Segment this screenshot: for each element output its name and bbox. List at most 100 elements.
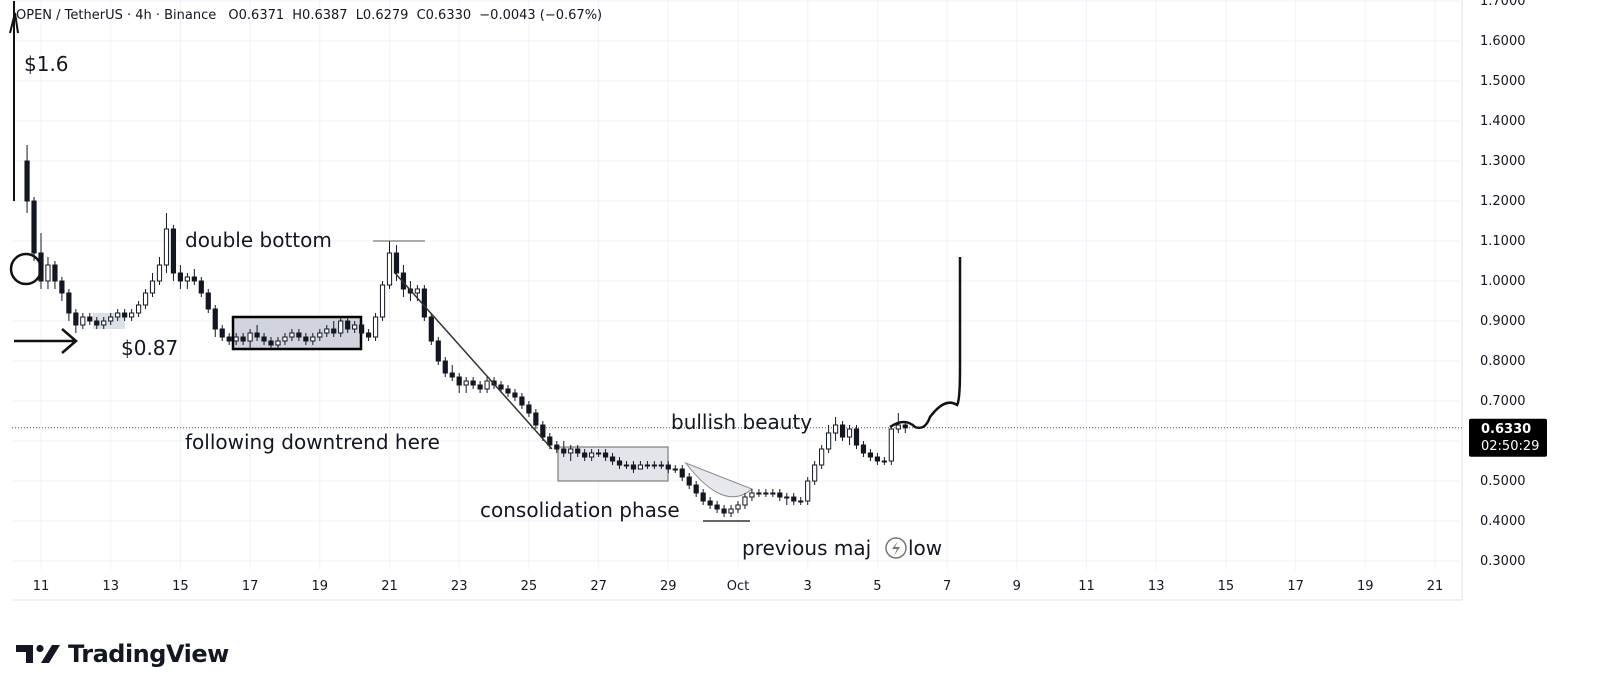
- price-tick-label: 1.6000: [1480, 34, 1526, 49]
- candle-body: [707, 500, 713, 506]
- candle-body: [554, 444, 560, 450]
- candle-body: [547, 436, 553, 446]
- up-arrowhead: [9, 12, 19, 34]
- candle-body: [777, 492, 783, 498]
- drawings-back: [93, 313, 753, 498]
- candle-body: [505, 388, 511, 394]
- brand-footer[interactable]: TradingView: [16, 640, 229, 668]
- time-tick-label: 29: [660, 579, 677, 594]
- candle-body: [359, 324, 365, 334]
- price-tick-label: 0.5000: [1480, 474, 1526, 489]
- candle-body: [763, 492, 769, 495]
- candle-body: [303, 336, 309, 342]
- candle-body: [372, 316, 379, 338]
- candle-body: [826, 432, 832, 450]
- candle-body: [261, 336, 267, 342]
- time-tick-label: 7: [943, 579, 951, 594]
- candle-body: [135, 304, 142, 314]
- time-tick-label: 13: [102, 579, 119, 594]
- time-tick-label: 27: [590, 579, 607, 594]
- price-badge-bg: [1469, 418, 1547, 457]
- candle-body: [658, 464, 664, 467]
- candle-body: [561, 448, 567, 454]
- candle-body: [846, 428, 853, 438]
- time-axis[interactable]: 11 13 15 17 19 21 23 25 27 29 Oct 3 5 7 9 11 13 15 17 19 21: [33, 579, 1444, 594]
- candle-body: [101, 320, 107, 326]
- downtrend-line: [394, 272, 553, 450]
- price-tick-label: 1.7000: [1480, 0, 1526, 9]
- candle-body: [310, 336, 316, 342]
- candle-body: [345, 320, 351, 330]
- candle-body: [735, 504, 741, 510]
- candle-body: [393, 252, 400, 274]
- candle-body: [226, 336, 232, 342]
- time-tick-label: 15: [1218, 579, 1235, 594]
- price-tick-label: 1.1000: [1480, 234, 1526, 249]
- annotation-text: $1.6: [24, 52, 69, 76]
- ohlc-high: H0.6387: [292, 8, 348, 23]
- candle-body: [282, 336, 288, 342]
- support-arrow: [14, 328, 78, 354]
- last-price-badge: 0.6330 02:50:29: [1469, 418, 1547, 457]
- time-tick-label: Oct: [727, 579, 749, 594]
- candle-body: [798, 500, 804, 503]
- candle-body: [428, 316, 434, 342]
- candle-body: [470, 380, 476, 386]
- price-tick-label: 0.8000: [1480, 354, 1526, 369]
- price-axis[interactable]: 0.30000.40000.50000.60000.70000.80000.90…: [1480, 0, 1526, 569]
- candle-body: [80, 316, 86, 326]
- candle-body: [888, 428, 894, 462]
- time-tick-label: 21: [1427, 579, 1444, 594]
- candle-body: [693, 484, 699, 494]
- candle-body: [867, 452, 874, 458]
- candle-body: [87, 316, 93, 322]
- candle-body: [463, 380, 469, 386]
- time-tick-label: 15: [172, 579, 189, 594]
- candle-body: [324, 328, 330, 334]
- price-tick-label: 1.5000: [1480, 74, 1526, 89]
- candle-body: [596, 452, 602, 455]
- candle-body: [540, 424, 546, 438]
- candle-body: [442, 360, 448, 374]
- annotation-text: consolidation phase: [480, 498, 680, 522]
- price-tick-label: 0.7000: [1480, 394, 1526, 409]
- candle-body: [254, 332, 260, 338]
- time-tick-label: 17: [242, 579, 259, 594]
- candle-body: [338, 320, 344, 334]
- candle-body: [122, 312, 128, 318]
- ohlc-low: L0.6279: [355, 8, 409, 23]
- candle-body: [456, 376, 462, 386]
- candle-body: [651, 464, 657, 467]
- price-tick-label: 0.9000: [1480, 314, 1526, 329]
- time-tick-label: 25: [521, 579, 538, 594]
- candle-body: [45, 264, 51, 282]
- candle-body: [115, 312, 121, 318]
- price-tick-label: 1.4000: [1480, 114, 1526, 129]
- candle-body: [672, 468, 678, 471]
- price-tick-label: 0.3000: [1480, 554, 1526, 569]
- price-tick-label: 1.0000: [1480, 274, 1526, 289]
- candle-body: [108, 316, 114, 322]
- candle-body: [414, 288, 420, 294]
- candle-body: [623, 464, 630, 467]
- candle-body: [149, 280, 156, 294]
- time-tick-label: 13: [1148, 579, 1165, 594]
- lightning-bolt-icon: [892, 541, 900, 556]
- ohlc-close: C0.6330: [416, 8, 472, 23]
- candle-body: [770, 492, 776, 495]
- symbol-title[interactable]: OPEN / TetherUS · 4h · Binance: [16, 8, 217, 23]
- candle-body: [512, 392, 518, 398]
- candle-body: [839, 424, 846, 438]
- candle-body: [881, 460, 887, 463]
- candle-body: [519, 396, 525, 406]
- candle-body: [386, 252, 393, 286]
- candle-body: [268, 340, 274, 346]
- candle-body: [156, 264, 163, 282]
- candle-body: [379, 284, 386, 318]
- candle-body: [289, 332, 295, 338]
- candle-body: [191, 276, 197, 282]
- candle-body: [94, 320, 100, 326]
- projection-path: [889, 257, 962, 430]
- tradingview-logo-icon: [16, 644, 60, 663]
